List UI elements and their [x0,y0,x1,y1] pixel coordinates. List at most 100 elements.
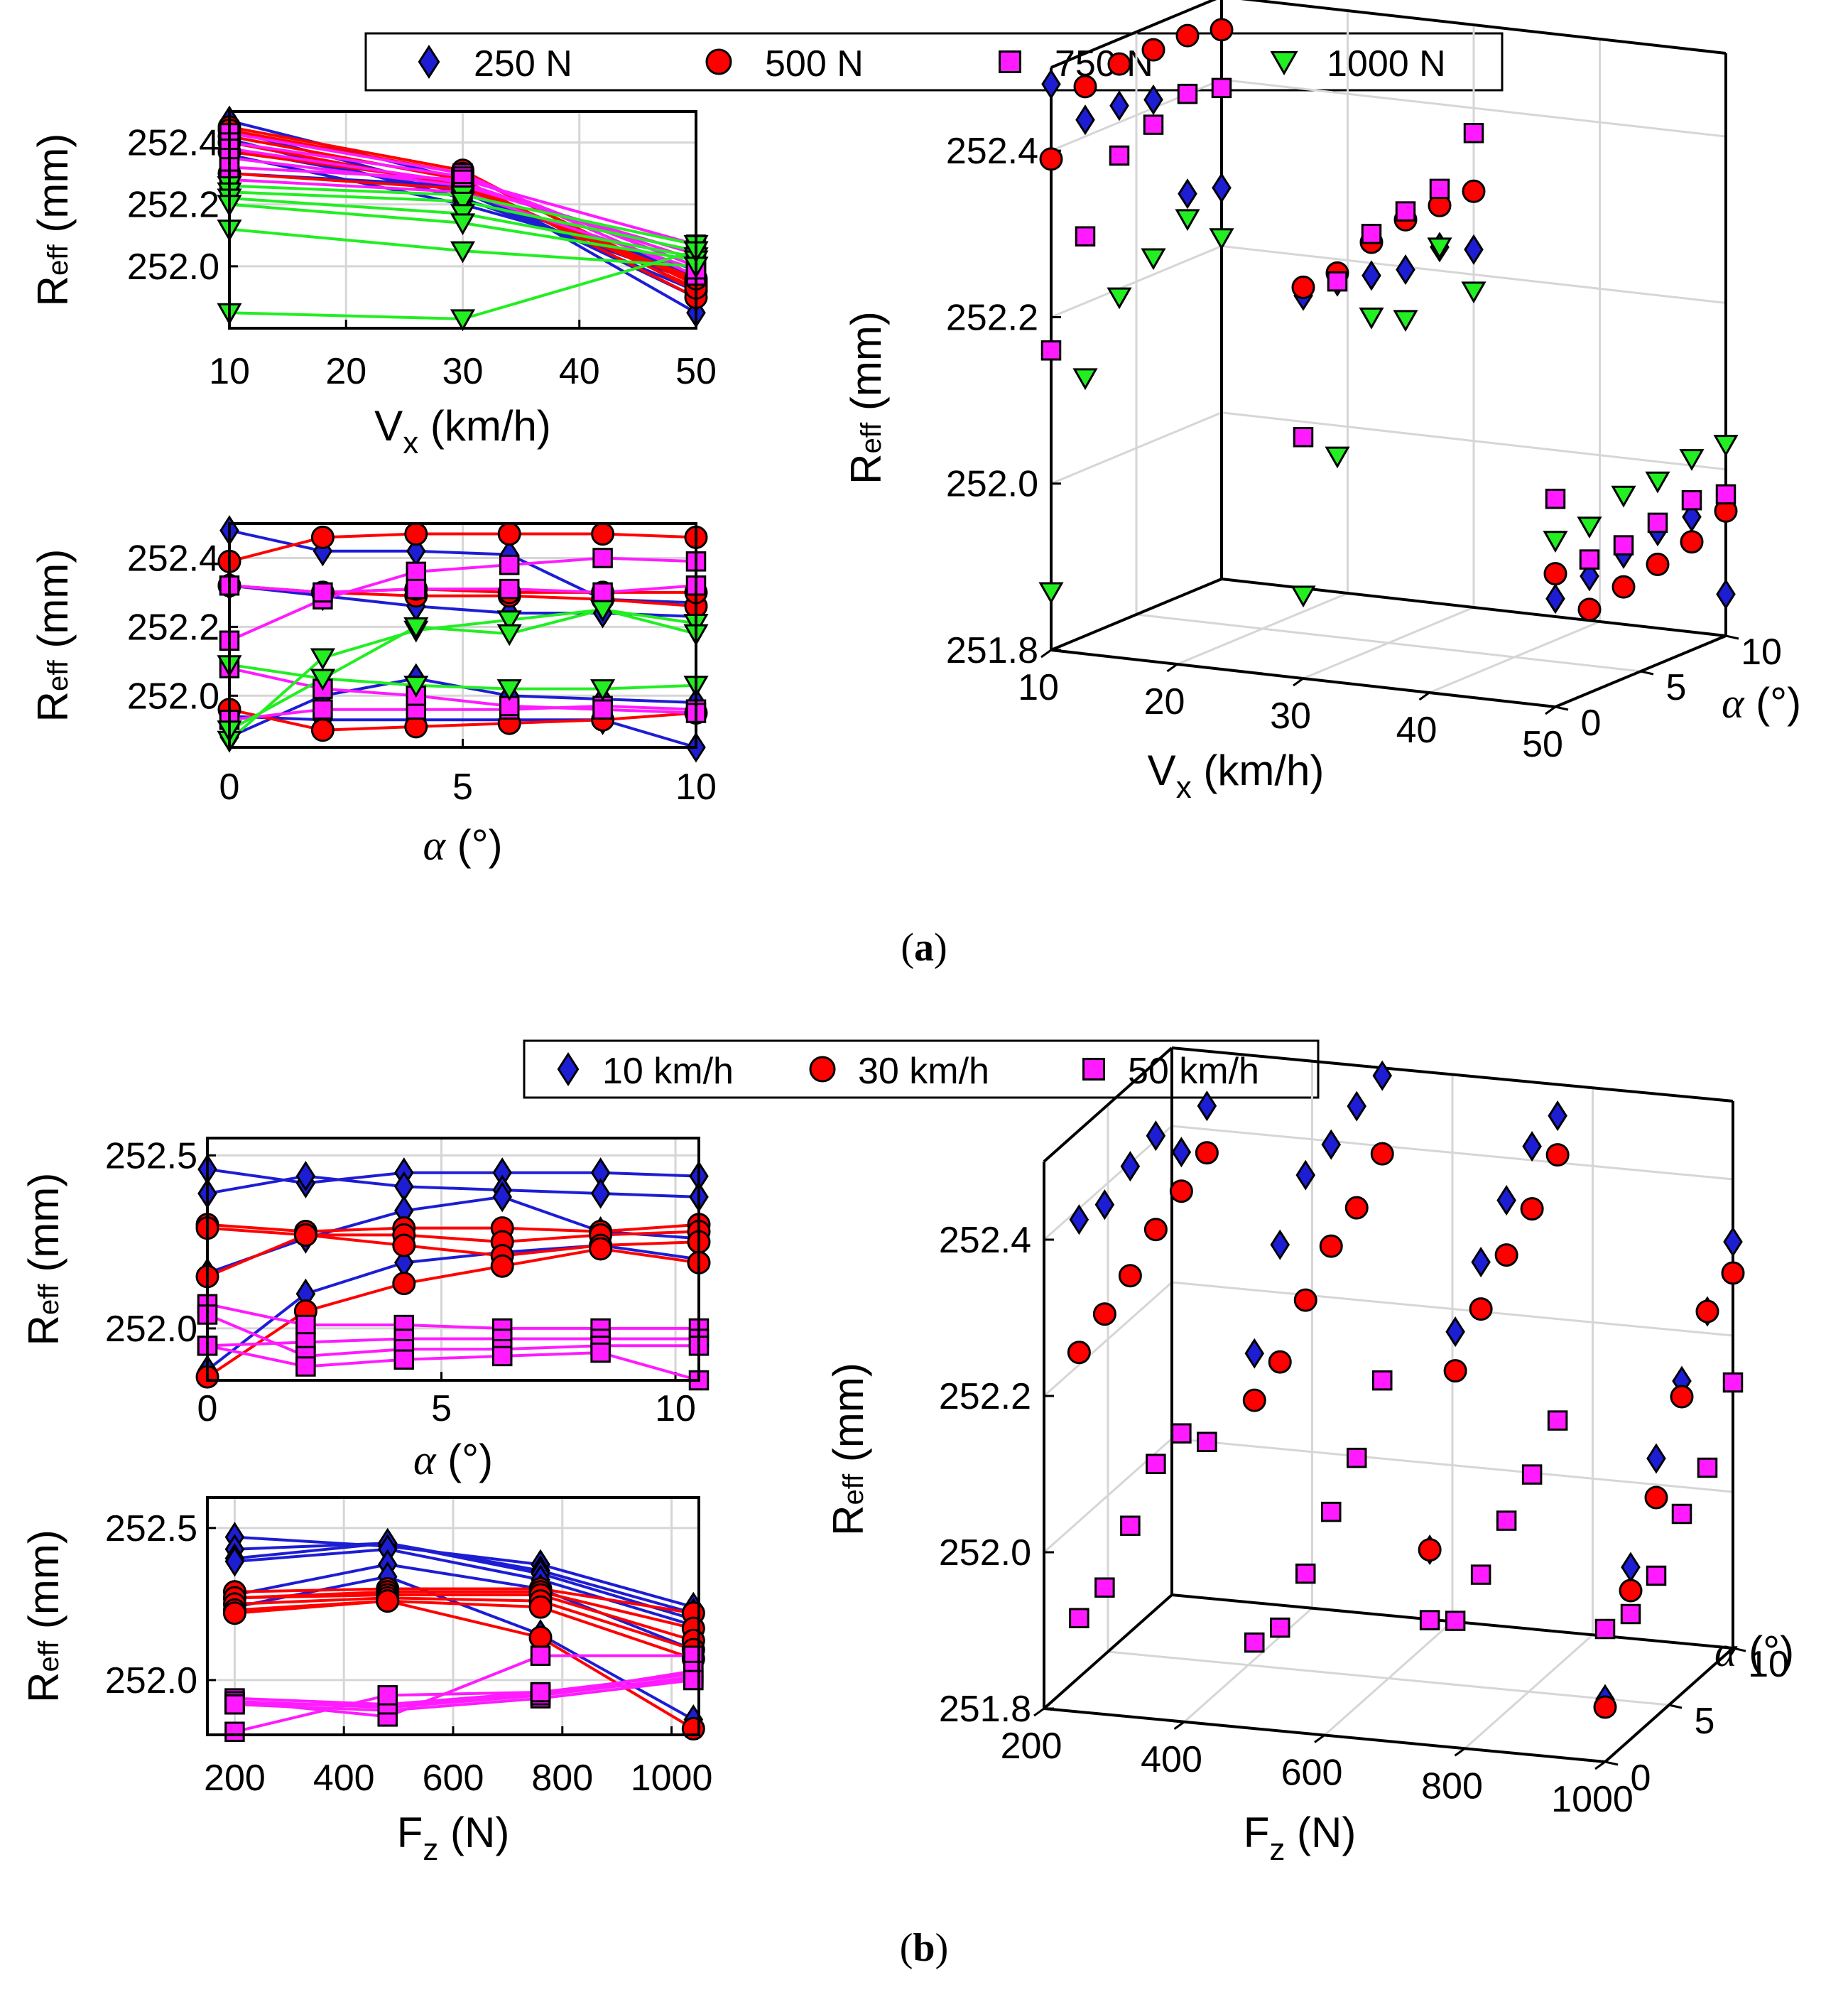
data-point-0-500-3 [1321,1129,1342,1160]
data-point-2-500-1 [1270,1617,1290,1638]
data-point-3-0-4 [590,679,616,701]
data-point-3-2-4 [590,600,616,622]
x-tick-label: 30 [442,351,484,392]
legend-a: 250 N 500 N 750 N 1000 N [364,32,1504,92]
data-point-2-3-2 [393,1349,415,1370]
x-tick-label: 800 [531,1758,593,1799]
data-point-1-30-0 [1291,275,1315,299]
x-axis-label: Vx (km/h) [1148,747,1325,805]
data-point-2-30-3 [1395,201,1416,222]
data-point-0-250-3 [1146,1120,1166,1152]
x-tick-label: 5 [452,767,473,808]
legend-b-item-30kmh: 30 km/h [809,1051,989,1092]
alpha-tick-label: 10 [1741,632,1782,673]
data-point-2-500-4 [1347,1447,1367,1468]
y-tick-label: 252.5 [105,1135,197,1176]
box-edge [1240,0,1727,55]
data-point-1-3-4 [589,1237,613,1261]
series-line-1-1 [234,1590,694,1630]
z-tick-label: 252.2 [939,1376,1031,1417]
chart-b-rfz: 200 400 600 800 1000 252.0 252.5 Fz (N) Reff (mm… [20,1496,712,1867]
data-point-1-50-2 [1611,575,1636,599]
series-line-0-2 [207,1195,700,1274]
data-point-1-2-2 [392,1233,416,1257]
back-wall-gridline [1221,244,1727,304]
data-point-1-10-5 [1210,18,1234,42]
x-tick-label: 400 [313,1758,375,1799]
plot-frame [206,1496,700,1736]
legend-b-item-50kmh: 50 km/h [1082,1051,1259,1092]
data-point-1-1000-2 [1644,1485,1668,1510]
data-point-0-500-1 [1270,1229,1290,1260]
x-tick-label: 800 [1421,1765,1483,1807]
data-point-1-250-1 [1092,1302,1116,1326]
data-point-0-10-2 [1109,90,1129,121]
x-tick-label: 40 [1396,710,1437,751]
data-point-2-3-4 [590,1342,611,1363]
data-point-3-10-2 [1107,287,1132,310]
data-point-2-1000-0 [1594,1618,1616,1640]
alpha-tick-label: 5 [1695,1701,1715,1742]
series-line-0-1 [234,1542,694,1615]
chart-a-rvx: 10 20 30 40 50 252.0 252.2 252.4 Vx (km/h) Reff (… [29,105,717,460]
data-point-2-750-2 [1470,1564,1491,1585]
legend-b-marker-0 [557,1051,580,1087]
box-edge [1050,578,1222,651]
data-point-2-50-0 [1545,488,1566,509]
chart-b-ralpha: 0 5 10 252.0 252.5 α (°) Reff (mm) [20,1135,711,1483]
x-tick-label: 200 [1001,1726,1062,1767]
data-point-1-50-0 [1543,562,1567,586]
alpha-tick-mark [1555,705,1569,711]
data-point-1-1000-5 [1721,1261,1745,1285]
back-wall-gridline [1221,78,1727,138]
data-point-3-50-3 [1645,471,1670,494]
data-point-3-50-4 [1679,449,1705,471]
alpha-tick-mark [1640,670,1654,676]
data-point-1-50-1 [1577,597,1602,622]
y-tick-label: 252.0 [105,1660,197,1701]
data-point-0-250-0 [1069,1204,1089,1235]
series-line-0-5 [234,1575,695,1721]
data-point-2-500-5 [1372,1370,1393,1391]
data-point-1-50-3 [1646,552,1670,576]
y-axis-label: Reff (mm) [29,134,77,307]
back-wall-gridline [1171,1125,1734,1181]
series-line-1-0 [234,1587,694,1615]
series-line-2-2 [207,1313,699,1358]
z-tick-label: 252.0 [946,464,1038,505]
data-point-2-500-2 [1295,1563,1316,1584]
x-tick-mark [1594,1760,1606,1770]
data-point-0-1000-1 [1621,1552,1641,1583]
y-tick-label: 252.0 [127,247,219,288]
data-point-0-10-5 [1212,172,1232,203]
data-point-1-750-1 [1443,1359,1467,1383]
data-point-3-30-1 [1325,446,1350,469]
floor-gridline [1136,613,1641,673]
series-line-2-3 [229,666,697,715]
series-line-2-0 [207,1302,699,1330]
series-line-2-1 [207,1337,699,1348]
x-tick-label: 0 [197,1388,218,1429]
data-point-1-30-5 [1462,179,1486,203]
data-point-0-30-3 [1396,254,1415,286]
box-edge [1043,1046,1173,1163]
x-tick-label: 600 [1281,1753,1343,1794]
data-point-0-30-2 [1361,260,1381,291]
data-point-3-50-0 [1543,531,1568,553]
x-tick-label: 0 [219,767,240,808]
data-point-2-0-3 [499,554,520,575]
caption-b-letter: b [913,1926,935,1970]
data-point-1-500-3 [1319,1234,1343,1258]
z-tick-label: 252.2 [946,297,1038,338]
box-edge [1043,1593,1173,1710]
data-point-2-10-4 [1177,83,1198,104]
data-point-1-250-2 [1118,1264,1142,1288]
data-point-2-3-3 [491,1346,513,1367]
data-point-0-3-0 [224,1546,245,1577]
legend-b-label-10kmh: 10 km/h [602,1051,734,1092]
data-point-2-10-1 [1075,226,1096,247]
series-line-1-2 [234,1593,694,1642]
x-tick-mark [1173,1721,1185,1730]
